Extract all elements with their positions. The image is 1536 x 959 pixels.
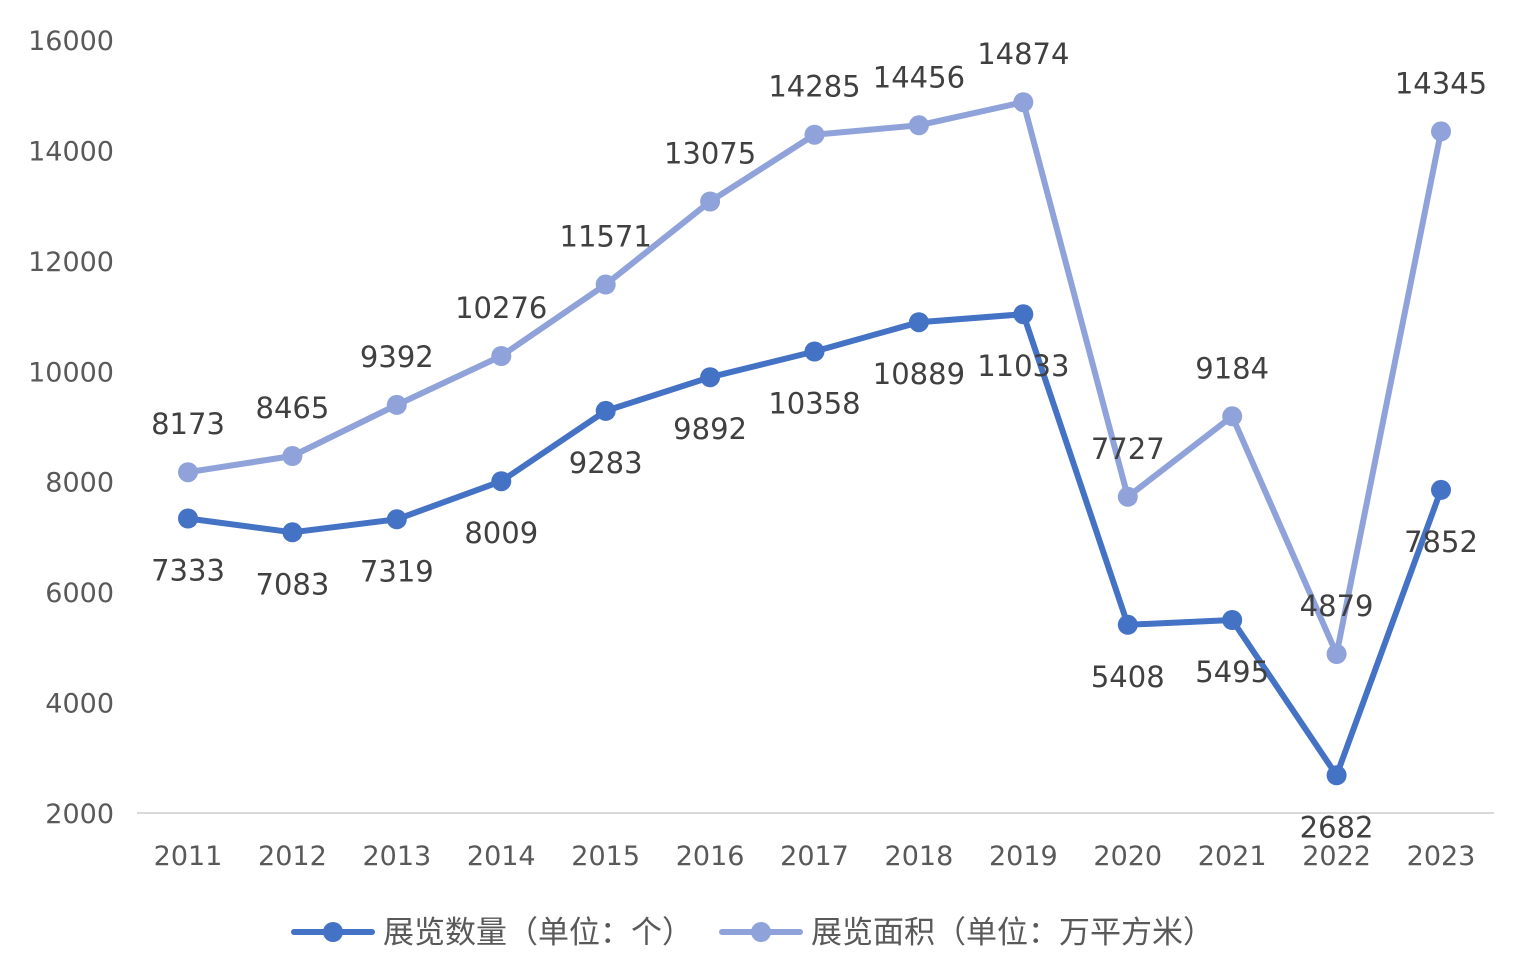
data-label: 14874: [977, 37, 1069, 71]
data-label: 10889: [873, 357, 965, 391]
x-tick-label: 2017: [780, 841, 849, 872]
data-label: 7083: [256, 567, 330, 601]
legend-swatch-marker: [323, 922, 343, 942]
x-tick-label: 2012: [258, 841, 327, 872]
data-label: 10276: [455, 291, 547, 325]
data-point: [1013, 304, 1034, 325]
data-point: [700, 367, 721, 388]
data-point: [491, 346, 512, 366]
data-label: 8173: [151, 407, 225, 441]
data-label: 7319: [360, 554, 434, 588]
data-label: 8009: [464, 516, 538, 550]
data-label: 7333: [151, 554, 225, 588]
y-tick-label: 10000: [28, 357, 114, 388]
data-point: [908, 115, 929, 136]
y-tick-label: 6000: [45, 578, 114, 609]
x-tick-label: 2020: [1093, 841, 1162, 872]
data-point: [595, 400, 616, 421]
data-point: [595, 274, 616, 295]
legend-swatch-marker: [751, 922, 771, 942]
data-point: [386, 394, 407, 415]
data-point: [1222, 610, 1243, 630]
data-point: [282, 522, 303, 543]
x-tick-label: 2019: [989, 841, 1058, 872]
data-point: [1326, 765, 1347, 786]
x-tick-label: 2014: [467, 841, 536, 872]
x-tick-label: 2013: [362, 841, 431, 872]
y-tick-label: 14000: [28, 136, 114, 167]
data-label: 9892: [673, 412, 747, 446]
data-label: 4879: [1300, 589, 1374, 623]
x-tick-label: 2011: [154, 841, 223, 872]
data-label: 9283: [569, 446, 643, 480]
y-tick-label: 16000: [28, 26, 114, 57]
data-label: 5408: [1091, 660, 1165, 694]
data-label: 14345: [1395, 66, 1487, 100]
data-point: [700, 191, 721, 212]
data-point: [804, 124, 825, 145]
data-label: 13075: [664, 137, 756, 171]
data-point: [1326, 644, 1347, 664]
data-label: 9184: [1195, 351, 1269, 385]
data-point: [386, 509, 407, 530]
data-point: [1431, 479, 1451, 500]
data-point: [282, 446, 303, 466]
data-label: 11571: [560, 220, 652, 254]
data-label: 7727: [1091, 432, 1165, 466]
x-tick-label: 2015: [571, 841, 640, 872]
x-tick-label: 2023: [1407, 841, 1476, 872]
data-point: [908, 312, 929, 333]
data-label: 14285: [768, 70, 860, 104]
data-point: [804, 341, 825, 362]
data-label: 7852: [1404, 525, 1478, 559]
data-label: 9392: [360, 340, 434, 374]
legend-label: 展览数量（单位：个）: [383, 915, 693, 951]
data-point: [178, 508, 198, 529]
data-point: [178, 462, 198, 483]
data-label: 5495: [1195, 655, 1269, 689]
x-tick-label: 2016: [676, 841, 745, 872]
data-label: 2682: [1300, 810, 1374, 844]
data-point: [491, 471, 512, 492]
y-tick-label: 8000: [45, 468, 114, 499]
y-tick-label: 2000: [45, 799, 114, 830]
data-point: [1117, 614, 1138, 635]
x-tick-label: 2022: [1302, 841, 1371, 872]
y-tick-label: 4000: [45, 689, 114, 720]
x-tick-label: 2021: [1198, 841, 1267, 872]
data-point: [1222, 406, 1243, 427]
data-point: [1431, 121, 1451, 142]
data-label: 10358: [768, 387, 860, 421]
y-tick-label: 12000: [28, 247, 114, 278]
data-label: 8465: [256, 391, 330, 425]
data-label: 11033: [977, 349, 1069, 383]
data-point: [1117, 486, 1138, 507]
x-tick-label: 2018: [885, 841, 954, 872]
data-point: [1013, 92, 1034, 113]
data-label: 14456: [873, 60, 965, 94]
legend-label: 展览面积（单位：万平方米）: [811, 915, 1214, 951]
